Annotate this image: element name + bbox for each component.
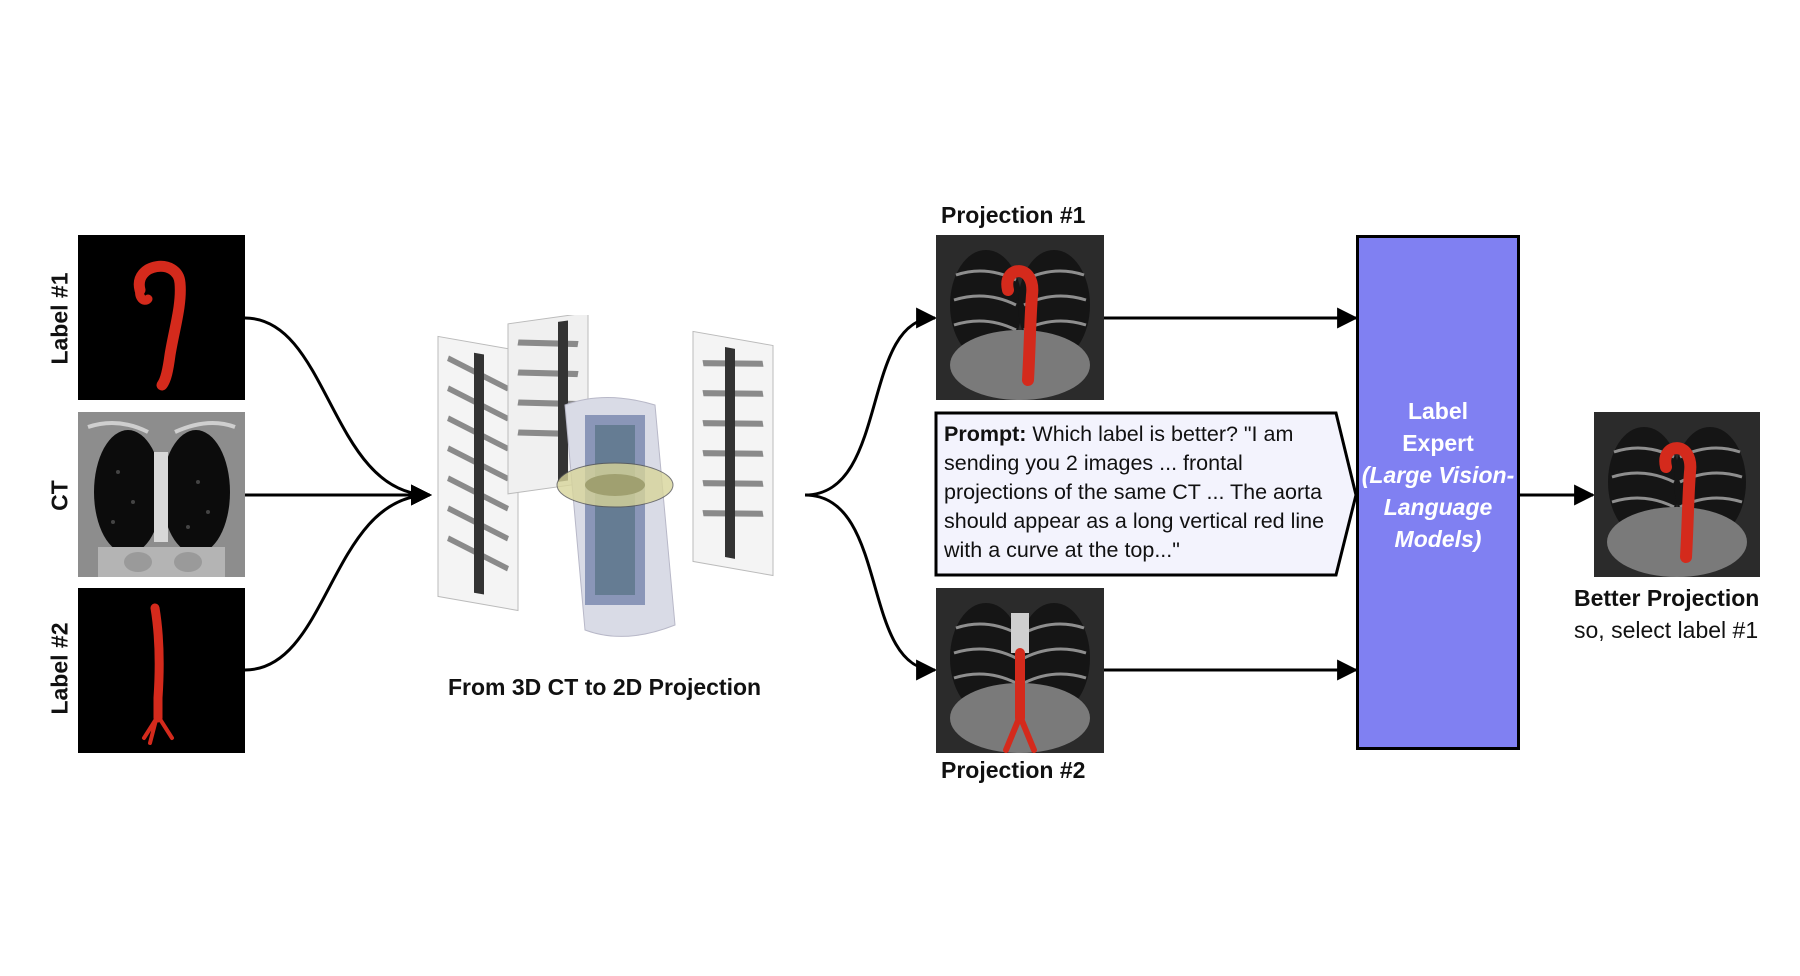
better-projection-caption: Better Projection xyxy=(1574,585,1760,611)
arrow-label1-to-3d xyxy=(244,316,433,506)
prompt-text: Prompt: Which label is better? "I am sen… xyxy=(944,420,1344,565)
from-3d-caption: From 3D CT to 2D Projection xyxy=(448,674,762,700)
expert-subtitle: (Large Vision-Language Models) xyxy=(1361,462,1515,552)
expert-title-line2: Expert xyxy=(1402,430,1474,456)
arrow-3d-to-proj1 xyxy=(804,307,938,497)
label1-caption: Label #1 xyxy=(46,272,73,365)
ct-image xyxy=(78,412,245,577)
arrow-3d-to-proj2 xyxy=(804,493,938,681)
label2-caption: Label #2 xyxy=(46,622,73,715)
projection2-caption: Projection #2 xyxy=(941,757,1086,783)
projection1-caption: Projection #1 xyxy=(941,202,1086,228)
better-projection-image xyxy=(1594,412,1760,577)
select-label-caption: so, select label #1 xyxy=(1574,617,1759,643)
label2-image xyxy=(78,588,245,753)
label1-image xyxy=(78,235,245,400)
ct-3d-rendering xyxy=(437,315,774,637)
projection1-image xyxy=(936,235,1104,400)
prompt-box-shape xyxy=(934,411,1358,577)
expert-title-line1: Label xyxy=(1407,398,1469,424)
projection2-image xyxy=(936,588,1104,753)
ct-caption: CT xyxy=(46,480,73,511)
label-expert-box xyxy=(1356,235,1520,750)
prompt-body: Which label is better? "I am sending you… xyxy=(944,422,1325,562)
arrow-label2-to-3d xyxy=(244,484,433,672)
label-expert-text: Label Expert (Large Vision-Language Mode… xyxy=(1356,395,1520,555)
prompt-lead: Prompt: xyxy=(944,422,1027,446)
